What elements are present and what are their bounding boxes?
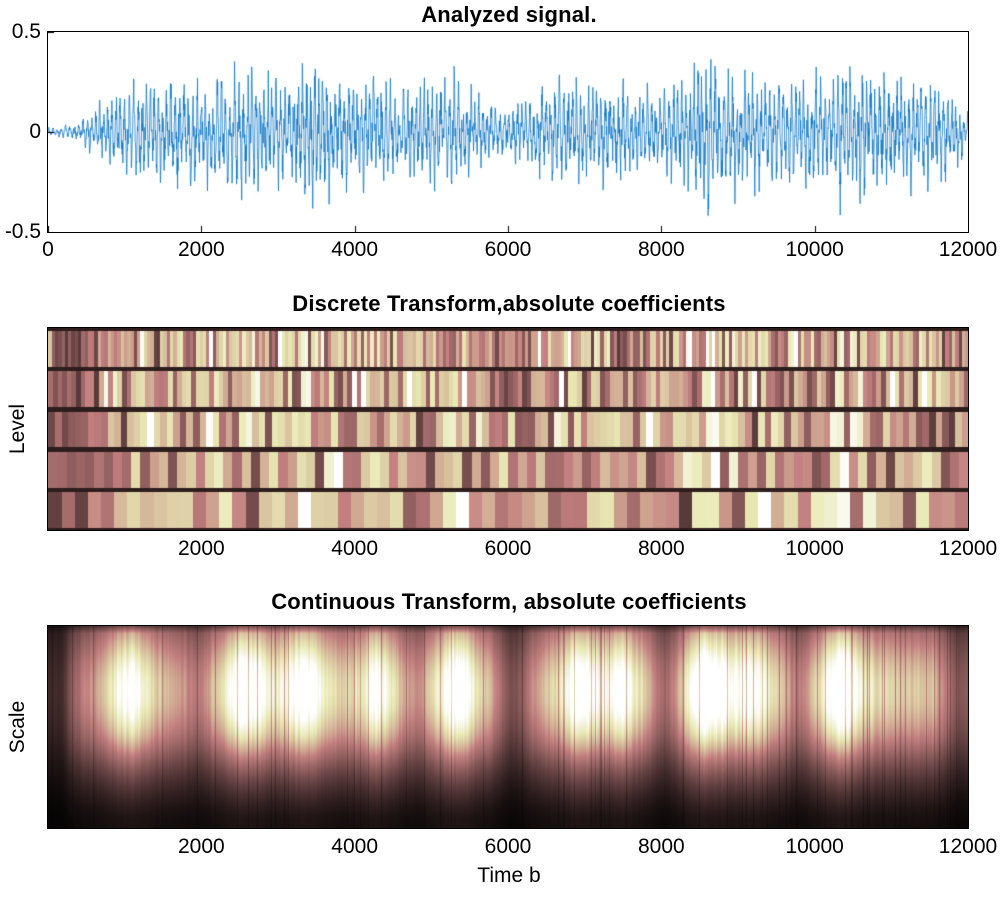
x-tick-label: 6000: [484, 537, 532, 560]
x-tick-label: 4000: [331, 537, 379, 560]
x-tick-label: 8000: [637, 238, 685, 261]
cwt-y-axis-label: Scale: [6, 700, 29, 754]
dwt-y-axis-label: Level: [6, 403, 29, 455]
dwt-x-axis: 2000 4000 6000 8000 10000 12000: [48, 537, 997, 563]
x-tick-label: 12000: [938, 835, 998, 858]
signal-waveform-canvas: [47, 31, 969, 233]
y-tick-label: 0.5: [11, 20, 41, 43]
cwt-plot-title: Continuous Transform, absolute coefficie…: [271, 589, 747, 614]
x-tick-label: 12000: [938, 238, 998, 261]
x-tick-label: 0: [42, 238, 54, 261]
x-tick-label: 6000: [484, 238, 532, 261]
x-tick-label: 10000: [785, 537, 844, 560]
x-tick-label: 8000: [637, 537, 685, 560]
cwt-x-axis: 2000 4000 6000 8000 10000 12000: [48, 835, 997, 861]
cwt-x-axis-label: Time b: [477, 864, 541, 887]
x-tick-label: 2000: [177, 238, 225, 261]
x-tick-label: 10000: [785, 238, 844, 261]
y-tick-label: 0: [29, 120, 41, 143]
x-tick-label: 4000: [331, 835, 379, 858]
signal-plot-title: Analyzed signal.: [421, 2, 597, 27]
x-tick-label: 4000: [331, 238, 379, 261]
signal-x-axis: 0 2000 4000 6000 8000 10000 12000: [42, 238, 997, 264]
dwt-heatmap-canvas: [47, 327, 969, 531]
cwt-heatmap-canvas: [47, 625, 969, 829]
x-tick-label: 2000: [177, 537, 225, 560]
x-tick-label: 6000: [484, 835, 532, 858]
dwt-plot-title: Discrete Transform,absolute coefficients: [292, 291, 726, 316]
x-tick-label: 8000: [637, 835, 685, 858]
y-tick-label: -0.5: [4, 220, 41, 243]
x-tick-label: 12000: [938, 537, 998, 560]
x-tick-label: 10000: [785, 835, 844, 858]
x-tick-label: 2000: [177, 835, 225, 858]
signal-y-axis: 0.5 0 -0.5: [0, 20, 43, 243]
